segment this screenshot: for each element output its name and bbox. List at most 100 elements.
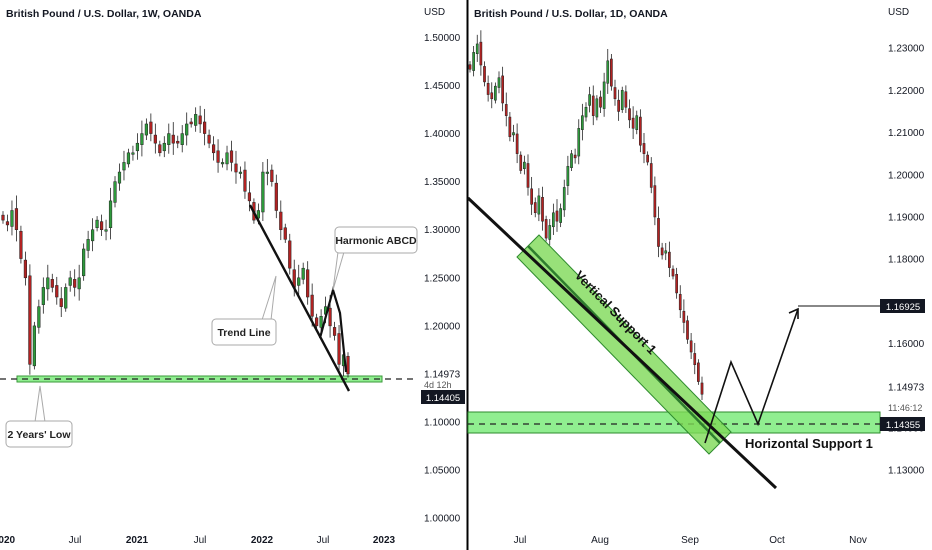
candle [508, 112, 512, 142]
daily-target-price: 1.16925 [886, 302, 920, 313]
candle-body [497, 77, 501, 88]
weekly-x-tick-label: Jul [69, 535, 82, 546]
harmonic-abcd-label: Harmonic ABCD [335, 235, 417, 247]
daily-chart-panel: Vertical Support 1 Horizontal Support 1 … [466, 7, 925, 546]
candle-body [135, 142, 140, 152]
candle [562, 179, 566, 217]
candle [261, 162, 265, 221]
candle [99, 214, 104, 237]
candle-body [526, 163, 530, 188]
candle-body [256, 210, 260, 219]
candle-body [167, 133, 171, 145]
candle-body [149, 121, 153, 134]
weekly-y-tick-label: 1.20000 [424, 321, 461, 332]
candle [108, 187, 113, 240]
candle [158, 140, 162, 157]
candle [332, 321, 337, 341]
candle [552, 203, 555, 235]
candle-body [544, 219, 548, 239]
candle-body [301, 267, 305, 280]
candle [512, 124, 515, 142]
candle [617, 89, 620, 121]
candle [668, 241, 671, 278]
candle-body [562, 187, 566, 211]
daily-trend-line [466, 196, 778, 490]
candle-body [117, 171, 122, 184]
candle [689, 333, 693, 360]
candle-body [555, 210, 559, 222]
candle [140, 120, 144, 157]
candle-body [649, 163, 653, 188]
candle-body [1, 214, 5, 221]
daily-y-tick-label: 1.13000 [888, 466, 925, 477]
candle-body [346, 355, 350, 375]
candle [265, 159, 269, 186]
candle [595, 95, 599, 121]
candle [95, 216, 99, 232]
candle [584, 102, 588, 122]
candle [486, 75, 490, 102]
candle-body [588, 94, 591, 106]
daily-countdown: 11:46:12 [888, 403, 922, 413]
candle [149, 113, 153, 142]
weekly-y-tick-label: 1.05000 [424, 466, 461, 477]
candle-body [46, 277, 50, 290]
candle [171, 122, 175, 155]
candle [653, 176, 657, 226]
candle-body [468, 64, 472, 70]
trend-line-label: Trend Line [217, 327, 270, 339]
weekly-x-tick-label: 2020 [0, 535, 16, 546]
candle [631, 106, 635, 139]
candle-body [519, 154, 523, 171]
candle-body [82, 248, 86, 277]
candle [635, 110, 639, 135]
projected-price-path [704, 308, 799, 444]
candle-body [104, 229, 108, 232]
candle-body [504, 104, 508, 116]
candle [678, 285, 682, 319]
candle [194, 107, 198, 132]
candle-body [176, 140, 180, 144]
candle [504, 92, 508, 127]
candle-body [113, 181, 117, 203]
candle [515, 123, 519, 164]
daily-marker-price: 1.14355 [886, 420, 920, 431]
candle-body [32, 325, 36, 367]
daily-y-tick-label: 1.20000 [888, 170, 925, 181]
candle [693, 342, 697, 375]
candle [135, 133, 140, 160]
weekly-time-axis: 2020 Jul 2021 Jul 2022 Jul 2023 [0, 535, 396, 546]
candle-body [283, 227, 287, 240]
candle-body [530, 188, 533, 205]
daily-x-tick-label: Sep [681, 535, 699, 546]
candle [41, 277, 45, 314]
candle [19, 225, 23, 264]
candle [64, 283, 68, 312]
candle [189, 117, 193, 128]
candle [211, 136, 216, 161]
candle-body [144, 123, 148, 136]
candle [162, 136, 166, 158]
weekly-chart-panel: Trend Line Harmonic ABCD 2 Years' Low Br… [0, 7, 465, 546]
candle [472, 46, 475, 77]
candle-body [490, 92, 494, 100]
candle [144, 118, 148, 141]
candle-body [668, 251, 671, 268]
candle [591, 85, 595, 126]
candle [274, 174, 278, 219]
candle-body [332, 327, 337, 336]
weekly-axis-unit: USD [424, 7, 445, 18]
candle [588, 86, 591, 113]
candle-body [95, 219, 99, 228]
candle [479, 30, 483, 76]
candle-body [59, 298, 63, 307]
candle [700, 376, 704, 400]
candle [566, 155, 570, 196]
candle-body [73, 279, 77, 288]
candle-body [337, 333, 341, 365]
candle-body [515, 133, 519, 154]
candle-body [229, 150, 234, 163]
candle [537, 188, 541, 222]
candle-body [122, 162, 126, 171]
weekly-y-tick-label: 1.50000 [424, 33, 461, 44]
